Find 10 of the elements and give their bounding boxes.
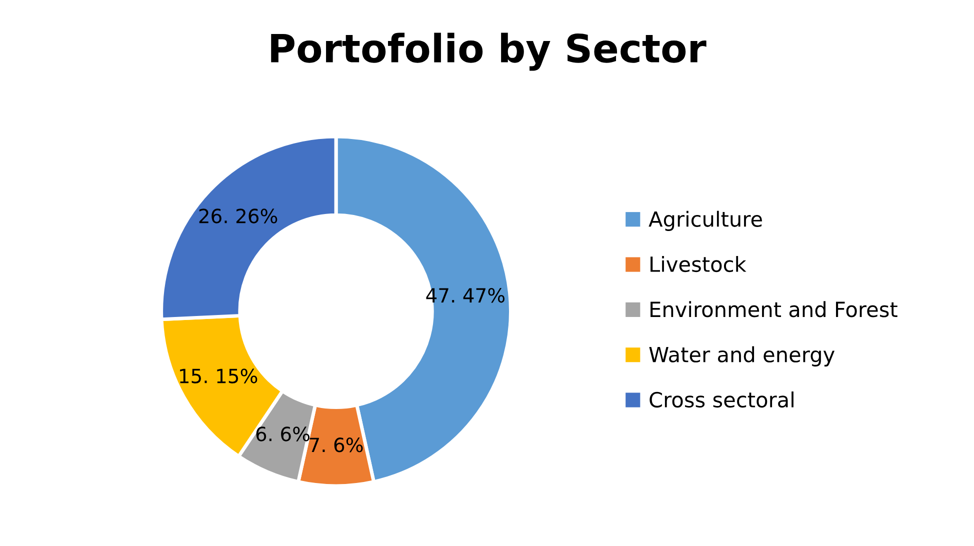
chart-title: Portofolio by Sector: [271, 32, 706, 71]
legend-label: Livestock: [650, 256, 746, 272]
data-label: 7. 6%: [310, 438, 363, 452]
data-label: 15. 15%: [180, 368, 258, 384]
data-label: 26. 26%: [199, 208, 278, 224]
legend-label: Water and energy: [649, 346, 835, 366]
legend-label: Cross sectoral: [650, 391, 794, 408]
legend-label: Environment and Forest: [650, 301, 898, 318]
data-label: 6. 6%: [256, 426, 310, 442]
legend-label: Agriculture: [648, 210, 762, 231]
